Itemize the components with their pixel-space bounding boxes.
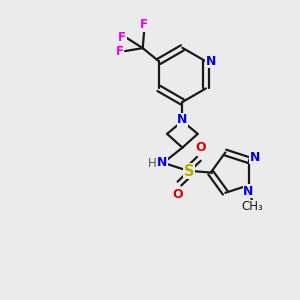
Text: CH₃: CH₃ [242,200,263,213]
Text: N: N [243,184,254,197]
Text: H: H [148,157,157,170]
Text: F: F [116,45,124,58]
Text: N: N [177,113,188,126]
Text: O: O [195,141,206,154]
Text: O: O [173,188,183,201]
Text: F: F [140,18,148,31]
Text: F: F [118,31,126,44]
Text: S: S [184,164,194,179]
Text: N: N [250,151,260,164]
Text: N: N [206,55,216,68]
Text: N: N [157,156,168,169]
